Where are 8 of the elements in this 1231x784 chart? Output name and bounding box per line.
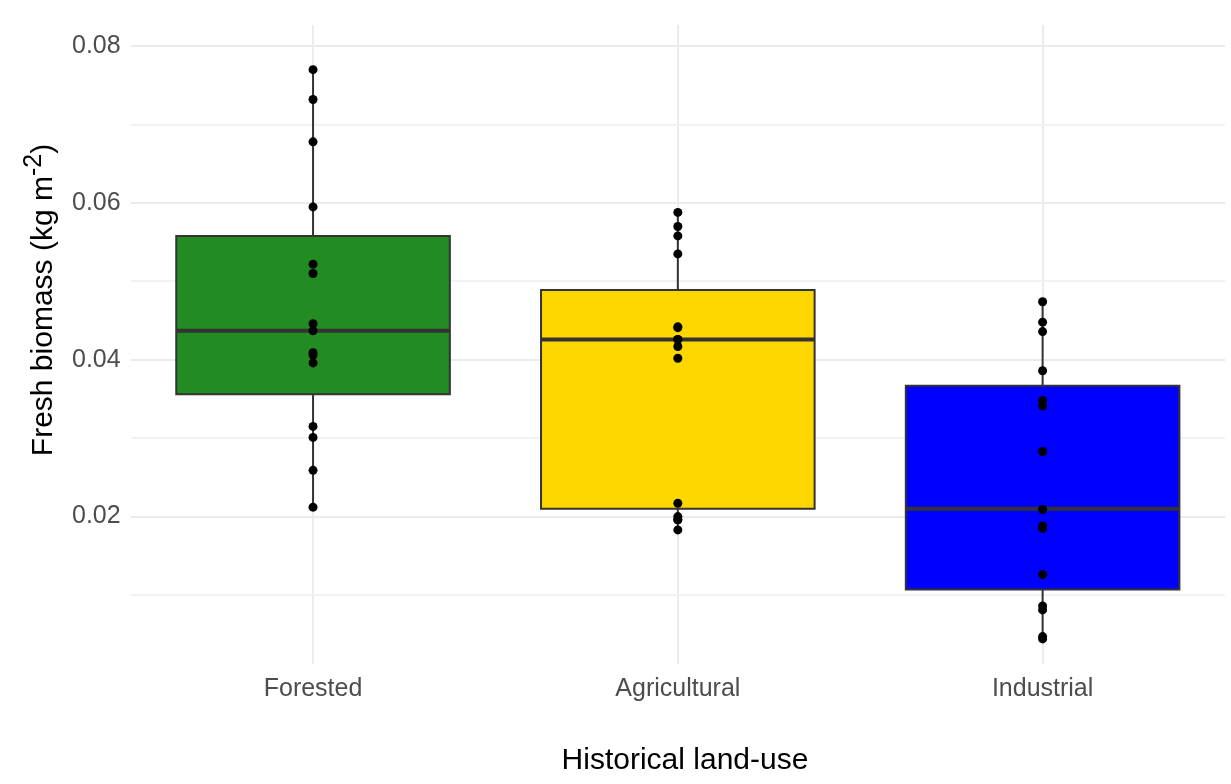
y-tick-label: 0.04 [71,343,121,372]
x-tick-label: Agricultural [615,672,741,701]
x-tick-label: Forested [263,672,363,701]
y-tick-label: 0.06 [71,186,121,215]
x-axis-title: Historical land-use [561,742,809,776]
x-tick-label: Industrial [991,672,1094,701]
y-tick-label: 0.02 [71,500,121,529]
y-tick-label: 0.08 [71,30,121,59]
